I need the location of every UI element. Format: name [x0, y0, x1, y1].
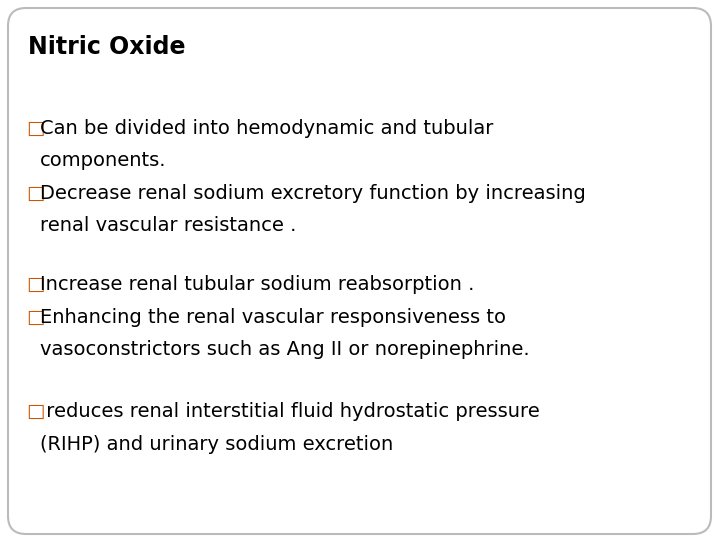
FancyBboxPatch shape — [8, 8, 711, 534]
Text: □: □ — [26, 402, 45, 421]
Text: Enhancing the renal vascular responsiveness to: Enhancing the renal vascular responsiven… — [40, 308, 506, 327]
Text: components.: components. — [40, 151, 166, 170]
Text: Can be divided into hemodynamic and tubular: Can be divided into hemodynamic and tubu… — [40, 119, 493, 138]
Text: □: □ — [26, 308, 45, 327]
Text: renal vascular resistance .: renal vascular resistance . — [40, 216, 297, 235]
Text: Decrease renal sodium excretory function by increasing: Decrease renal sodium excretory function… — [40, 184, 586, 202]
Text: Nitric Oxide: Nitric Oxide — [28, 35, 186, 59]
Text: □: □ — [26, 184, 45, 202]
Text: □: □ — [26, 275, 45, 294]
Text: reduces renal interstitial fluid hydrostatic pressure: reduces renal interstitial fluid hydrost… — [40, 402, 540, 421]
Text: vasoconstrictors such as Ang II or norepinephrine.: vasoconstrictors such as Ang II or norep… — [40, 340, 530, 359]
Text: Increase renal tubular sodium reabsorption .: Increase renal tubular sodium reabsorpti… — [40, 275, 474, 294]
Text: (RIHP) and urinary sodium excretion: (RIHP) and urinary sodium excretion — [40, 435, 393, 454]
Text: □: □ — [26, 119, 45, 138]
